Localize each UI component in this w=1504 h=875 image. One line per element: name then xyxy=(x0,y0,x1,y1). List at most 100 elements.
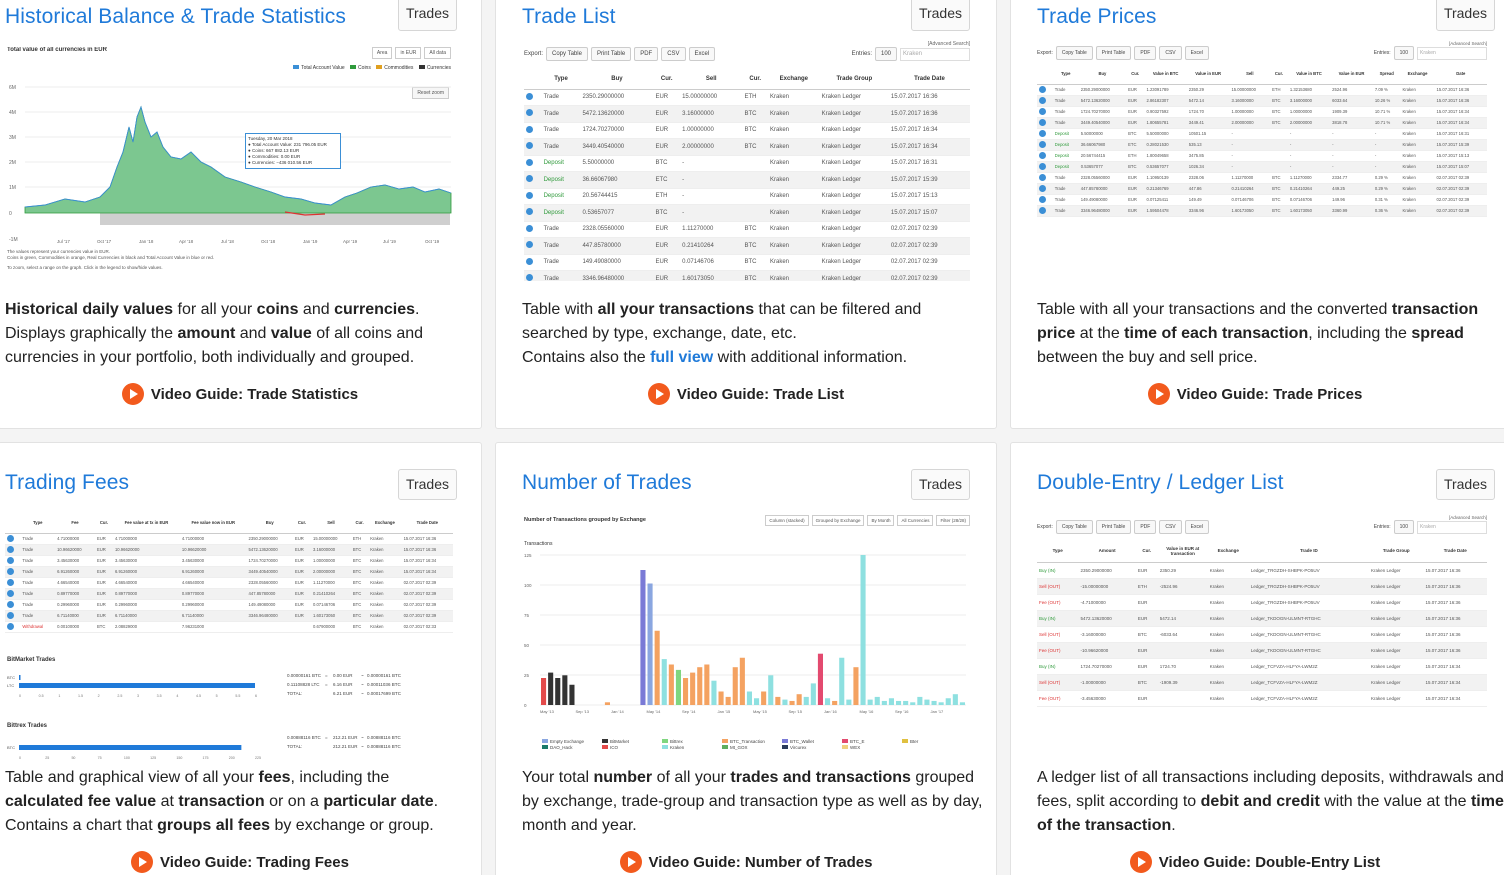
card-title[interactable]: Trade Prices xyxy=(1037,5,1157,28)
trade-statistics-thumbnail[interactable]: Total value of all currencies in EUR Are… xyxy=(5,47,453,279)
copy-table-button[interactable]: Copy Table xyxy=(1055,46,1093,60)
legend-item[interactable]: BTC_E xyxy=(838,739,898,745)
table-header[interactable]: Exchange xyxy=(1207,540,1249,563)
chart-select[interactable]: in EUR xyxy=(395,47,422,59)
video-guide-link[interactable]: Video Guide: Double-Entry List xyxy=(997,851,1504,873)
table-row[interactable]: Trade 149.49080000 EUR 0.07146706 BTC Kraken K… xyxy=(524,254,970,271)
legend-item[interactable]: Bter xyxy=(898,739,958,745)
video-guide-link[interactable]: Video Guide: Trading Fees xyxy=(0,851,481,873)
trade-column[interactable] xyxy=(718,691,724,706)
trade-column[interactable] xyxy=(746,691,752,706)
trade-column[interactable] xyxy=(817,653,823,705)
table-header[interactable]: Sell xyxy=(680,69,743,90)
legend-item[interactable]: Total Account Value xyxy=(301,65,345,71)
trade-column[interactable] xyxy=(803,696,809,705)
table-row[interactable]: Buy (IN) 1724.70270000 EUR 1724.70 Kraken Led… xyxy=(1037,658,1487,675)
row-detail-icon[interactable] xyxy=(7,556,14,564)
copy-table-button[interactable]: Copy Table xyxy=(1055,520,1093,534)
row-detail-icon[interactable] xyxy=(7,600,14,608)
row-action-cell[interactable] xyxy=(1037,183,1053,195)
full-view-link[interactable]: full view xyxy=(650,349,714,366)
table-header[interactable]: Sell xyxy=(1229,64,1271,85)
table-header[interactable]: Value in EUR xyxy=(1330,64,1373,85)
video-guide-link[interactable]: Video Guide: Trade Prices xyxy=(997,383,1504,405)
trades-badge[interactable]: Trades xyxy=(397,469,457,500)
table-header[interactable]: Trade Date xyxy=(401,513,453,534)
trade-column[interactable] xyxy=(917,696,923,705)
trade-column[interactable] xyxy=(569,684,575,705)
entries-select[interactable]: 100 xyxy=(1393,520,1414,534)
row-action-cell[interactable] xyxy=(5,555,21,567)
advanced-search-link[interactable]: [Advanced Search] xyxy=(1448,515,1487,520)
print-table-button[interactable]: Print Table xyxy=(590,47,632,61)
card-title[interactable]: Trade List xyxy=(522,5,616,28)
row-action-cell[interactable] xyxy=(1037,161,1053,173)
fee-bar[interactable] xyxy=(19,675,21,680)
search-input[interactable]: Kraken xyxy=(1417,520,1487,534)
table-row[interactable]: Buy (IN) 2350.29000000 EUR 2350.29 Kraken Led… xyxy=(1037,562,1487,579)
table-header[interactable]: Fee xyxy=(55,513,95,534)
row-action-cell[interactable] xyxy=(5,566,21,578)
table-row[interactable]: Trade 6.71140000 EUR 6.71140000 6.71140000 33… xyxy=(5,610,453,622)
table-row[interactable]: Trade 1724.70270000 EUR 1.00000000 BTC Kraken… xyxy=(524,122,970,139)
trade-column[interactable] xyxy=(867,699,873,705)
trade-column[interactable] xyxy=(732,667,738,705)
video-guide-link[interactable]: Video Guide: Trade Statistics xyxy=(0,383,481,405)
trade-column[interactable] xyxy=(704,664,710,706)
trade-column[interactable] xyxy=(874,696,880,705)
trade-column[interactable] xyxy=(562,675,568,705)
row-detail-icon[interactable] xyxy=(7,578,14,586)
video-guide-link[interactable]: Video Guide: Trade List xyxy=(496,383,996,405)
row-detail-icon[interactable] xyxy=(1039,96,1046,104)
legend-item[interactable]: BTC_Wallet xyxy=(778,739,838,745)
card-title[interactable]: Number of Trades xyxy=(522,471,692,494)
trades-badge[interactable]: Trades xyxy=(910,469,970,500)
chart-select[interactable]: Column (stacked) xyxy=(765,515,809,526)
row-detail-icon[interactable] xyxy=(1039,195,1046,203)
table-row[interactable]: Trade 2328.05560000 EUR 1.11270000 BTC Kraken… xyxy=(524,221,970,238)
legend-item[interactable]: Coins xyxy=(358,65,371,71)
table-row[interactable]: Deposit 36.66067980 ETC - Kraken Kraken Ledge… xyxy=(524,171,970,189)
row-detail-icon[interactable] xyxy=(7,622,14,630)
trade-column[interactable] xyxy=(782,699,788,705)
trading-fees-thumbnail[interactable]: Type Fee Cur. Fee value at tx in EUR Fee… xyxy=(5,513,453,763)
row-detail-icon[interactable] xyxy=(7,611,14,619)
table-row[interactable]: Deposit 5.50000000 BTC - Kraken Kraken Ledger… xyxy=(524,155,970,172)
trades-badge[interactable]: Trades xyxy=(910,0,970,31)
row-detail-icon[interactable] xyxy=(526,109,533,117)
table-row[interactable]: Trade 3346.96480000 EUR 1.60173050 BTC Kraken… xyxy=(524,270,970,281)
row-detail-icon[interactable] xyxy=(1039,151,1046,159)
row-detail-icon[interactable] xyxy=(1039,206,1046,214)
table-row[interactable]: Buy (IN) 5472.13620000 EUR 5472.14 Kraken Led… xyxy=(1037,610,1487,627)
table-header[interactable]: Cur. xyxy=(350,513,369,534)
excel-button[interactable]: Excel xyxy=(1184,46,1209,60)
trade-column[interactable] xyxy=(881,700,887,705)
row-action-cell[interactable] xyxy=(524,171,542,189)
video-guide-label[interactable]: Video Guide: Double-Entry List xyxy=(1158,854,1381,871)
fees-bar-chart[interactable]: BTC LTC 0 0.5 1 1.5 2 2.5 3 3.5 4 4.5 5 5.5 6 BTC 0 25 50 7… xyxy=(5,663,453,763)
row-detail-icon[interactable] xyxy=(1039,173,1046,181)
legend-item[interactable]: Commodities xyxy=(384,65,414,71)
trades-column-chart[interactable]: 125 100 75 50 25 0 May '13 Sep '13 Jan '14 May '1… xyxy=(524,551,970,741)
table-row[interactable]: Fee (OUT) -3.45630000 EUR Kraken Ledger_TCFV… xyxy=(1037,690,1487,707)
video-guide-label[interactable]: Video Guide: Number of Trades xyxy=(648,854,873,871)
row-detail-icon[interactable] xyxy=(526,175,533,183)
trade-column[interactable] xyxy=(690,672,696,705)
trade-column[interactable] xyxy=(654,630,660,705)
table-row[interactable]: Sell (OUT) -1.00000000 BTC -1909.39 Kraken Le… xyxy=(1037,674,1487,691)
play-icon[interactable] xyxy=(619,851,642,873)
trade-column[interactable] xyxy=(860,555,866,705)
trade-column[interactable] xyxy=(888,698,894,705)
fee-bar[interactable] xyxy=(19,683,255,688)
trade-column[interactable] xyxy=(853,667,859,705)
row-action-cell[interactable] xyxy=(1037,205,1053,217)
table-header[interactable]: Spread xyxy=(1372,64,1401,85)
play-icon[interactable] xyxy=(647,383,670,405)
trade-column[interactable] xyxy=(789,700,795,705)
chart-select[interactable]: Area xyxy=(371,47,393,59)
table-row[interactable]: Trade 5472.13620000 EUR 2.86182307 5472.14 3.… xyxy=(1037,95,1487,107)
trade-column[interactable] xyxy=(683,678,689,705)
chart-select[interactable]: By Month xyxy=(867,515,895,526)
table-header[interactable]: Buy xyxy=(580,69,654,90)
table-header[interactable]: Trade Date xyxy=(1423,540,1487,563)
